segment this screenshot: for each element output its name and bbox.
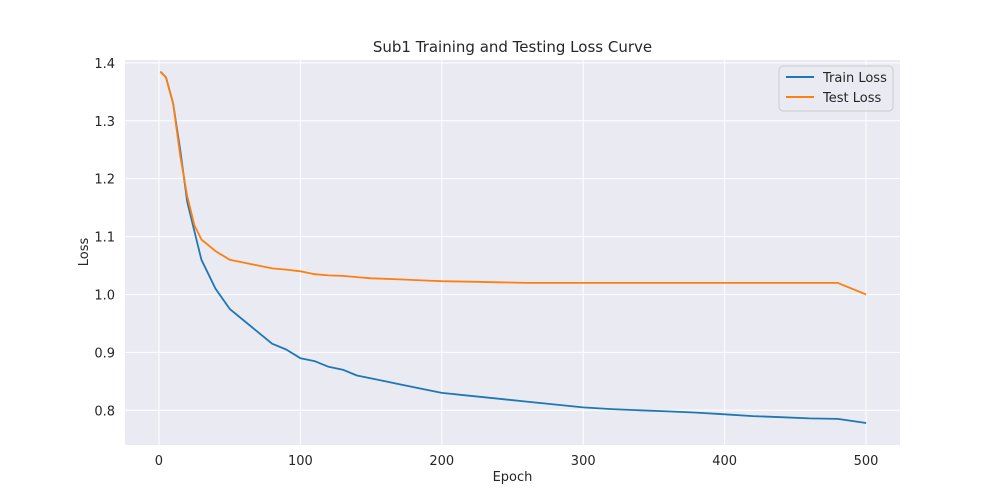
- y-tick-label: 1.4: [94, 57, 115, 72]
- x-tick-label: 500: [854, 454, 879, 469]
- x-tick-label: 200: [429, 454, 454, 469]
- test-loss-line: [159, 70, 867, 296]
- x-axis-label: Epoch: [493, 470, 533, 485]
- y-tick-label: 1.0: [94, 288, 115, 303]
- plot-area: [125, 60, 900, 445]
- train-loss-line: [159, 70, 867, 424]
- x-tick-label: 0: [155, 454, 163, 469]
- x-tick-label: 300: [571, 454, 596, 469]
- x-tick-label: 100: [288, 454, 313, 469]
- y-tick-label: 0.9: [94, 346, 115, 361]
- y-tick-label: 1.2: [94, 173, 115, 188]
- legend: Train Loss Test Loss: [778, 65, 894, 112]
- legend-label-test: Test Loss: [822, 91, 881, 106]
- y-tick-label: 1.1: [94, 231, 115, 246]
- grid-lines: [125, 60, 900, 445]
- legend-label-train: Train Loss: [822, 71, 887, 86]
- x-tick-label: 400: [712, 454, 737, 469]
- series-layer: [159, 70, 867, 424]
- y-tick-label: 1.3: [94, 115, 115, 130]
- y-tick-label: 0.8: [94, 404, 115, 419]
- y-axis-label: Loss: [77, 238, 92, 267]
- tick-labels: 0 100 200 300 400 500 0.8 0.9 1.0 1.1 1.2 1.3 1.4: [94, 57, 878, 469]
- chart-title: Sub1 Training and Testing Loss Curve: [373, 38, 652, 56]
